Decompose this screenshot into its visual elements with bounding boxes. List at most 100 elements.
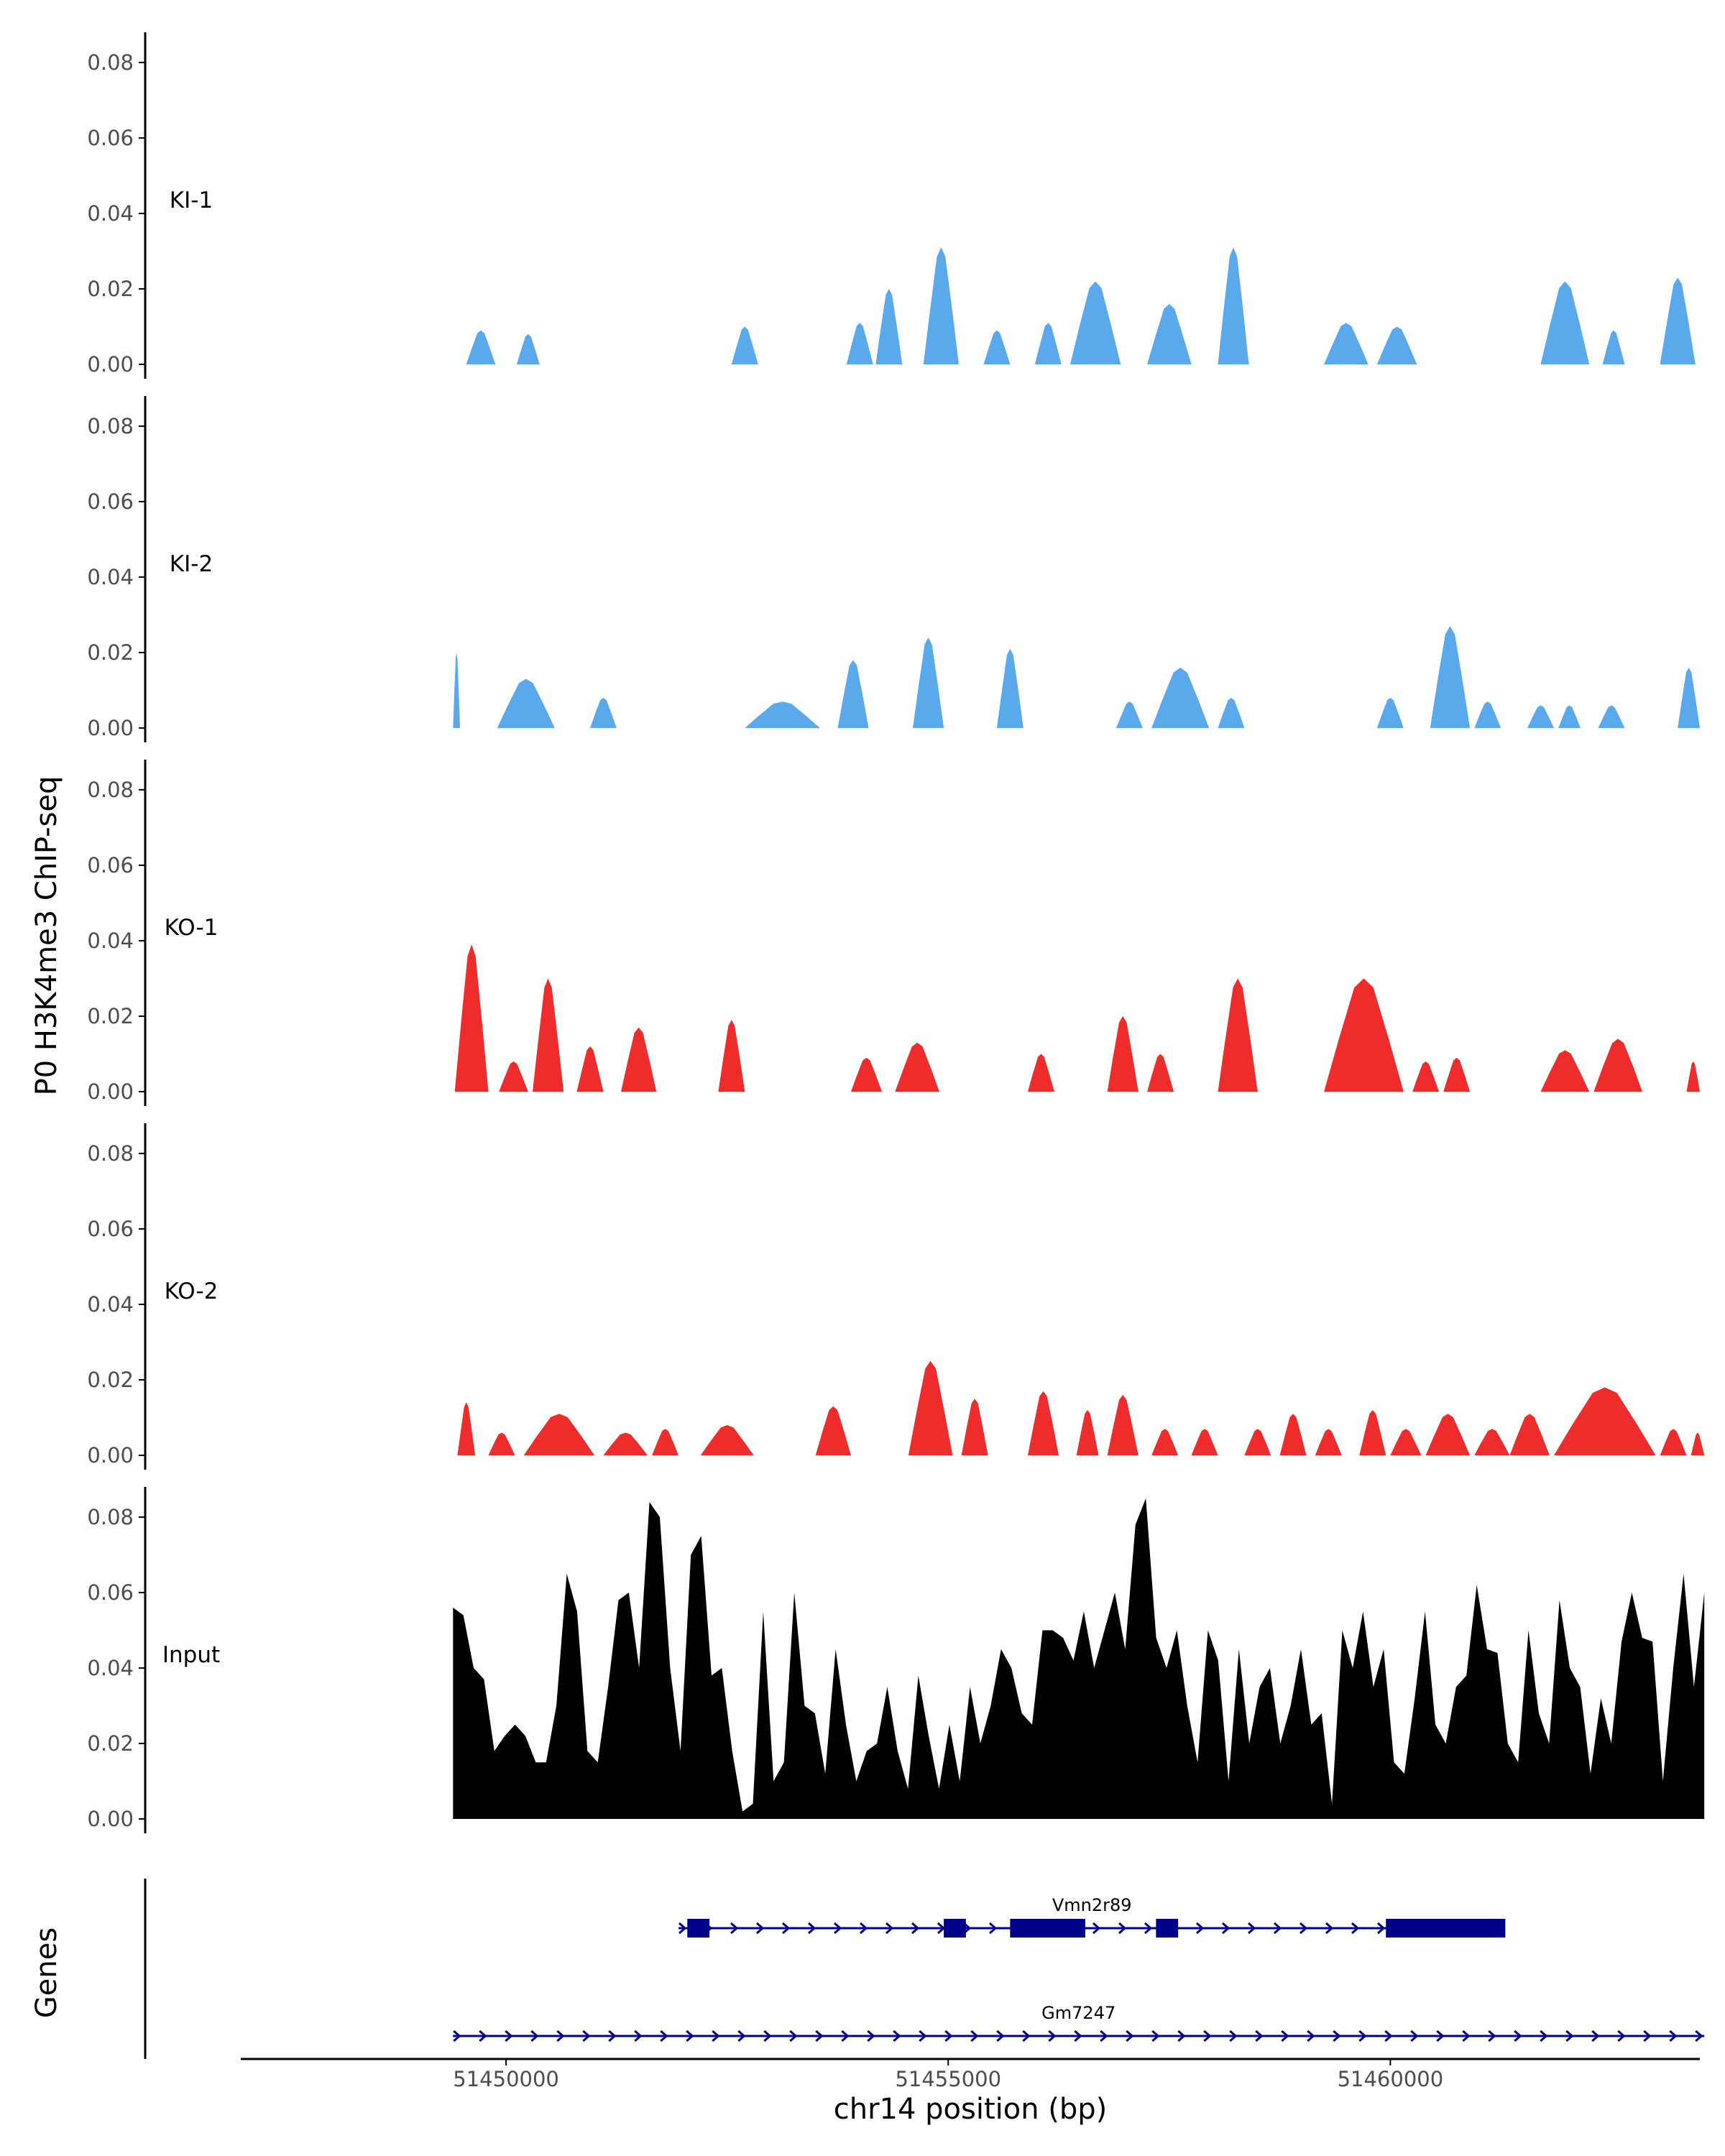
strand-arrow bbox=[1092, 1922, 1101, 1935]
coverage-peak bbox=[576, 1046, 604, 1092]
coverage-peak bbox=[1474, 1429, 1510, 1455]
strand-arrow bbox=[815, 2030, 824, 2042]
strand-arrow bbox=[712, 2030, 720, 2042]
strand-arrow bbox=[686, 2030, 694, 2042]
x-axis-title: chr14 position (bp) bbox=[834, 2093, 1108, 2126]
strand-arrow bbox=[530, 2030, 539, 2042]
strand-arrow bbox=[808, 1922, 816, 1935]
strand-arrow bbox=[479, 2030, 487, 2042]
coverage-peak bbox=[731, 326, 758, 364]
strand-arrow bbox=[1074, 2030, 1082, 2042]
coverage-peak bbox=[1593, 1038, 1642, 1092]
coverage-peak bbox=[1598, 705, 1625, 728]
coverage-peak bbox=[908, 1360, 953, 1455]
coverage-peak bbox=[1509, 1414, 1550, 1455]
coverage-peak bbox=[875, 289, 903, 364]
coverage-peak bbox=[1443, 1057, 1471, 1092]
strand-arrow bbox=[1274, 1922, 1282, 1935]
coverage-peak bbox=[1660, 277, 1696, 364]
strand-arrow bbox=[660, 2030, 668, 2042]
y-tick-label: 0.02 bbox=[87, 1368, 134, 1392]
track-input: 0.00 0.02 0.04 0.06 0.08 Input bbox=[87, 1487, 1705, 1833]
y-tick-label: 0.00 bbox=[87, 1807, 134, 1831]
strand-arrow bbox=[1255, 2030, 1264, 2042]
coverage-peak bbox=[1686, 1061, 1700, 1092]
strand-arrow bbox=[1358, 2030, 1367, 2042]
y-tick-label: 0.04 bbox=[87, 565, 134, 589]
coverage-peak bbox=[1430, 626, 1471, 728]
coverage-peak bbox=[1279, 1414, 1307, 1455]
coverage-peak bbox=[488, 1432, 515, 1455]
coverage-peak bbox=[1218, 698, 1245, 728]
y-tick-label: 0.04 bbox=[87, 929, 134, 953]
strand-arrow bbox=[1126, 2030, 1134, 2042]
coverage-peak bbox=[1390, 1429, 1422, 1455]
coverage-peak bbox=[1244, 1429, 1271, 1455]
coverage-peak bbox=[1116, 701, 1143, 728]
coverage-peak bbox=[1554, 1387, 1656, 1455]
strand-arrow bbox=[1351, 1922, 1360, 1935]
strand-arrow bbox=[1514, 2030, 1522, 2042]
coverage-peak bbox=[1474, 701, 1501, 728]
y-tick-label: 0.06 bbox=[87, 1217, 134, 1241]
strand-arrow bbox=[886, 1922, 894, 1935]
gene-exon bbox=[1156, 1919, 1179, 1938]
coverage-peak bbox=[499, 1061, 528, 1092]
y-tick-label: 0.02 bbox=[87, 1731, 134, 1756]
strand-arrow bbox=[1325, 1922, 1334, 1935]
y-tick-label: 0.08 bbox=[87, 1141, 134, 1166]
y-tick-label: 0.00 bbox=[87, 716, 134, 740]
strand-arrow bbox=[763, 2030, 772, 2042]
strand-arrow bbox=[944, 2030, 953, 2042]
coverage-peak bbox=[1315, 1429, 1342, 1455]
coverage-peak bbox=[1412, 1061, 1440, 1092]
sample-label: KI-1 bbox=[170, 188, 213, 213]
y-tick-label: 0.06 bbox=[87, 1580, 134, 1605]
coverage-peak bbox=[718, 1020, 745, 1092]
coverage-peak bbox=[1376, 698, 1404, 728]
strand-arrow bbox=[919, 2030, 927, 2042]
strand-arrow bbox=[1300, 1922, 1308, 1935]
strand-arrow bbox=[1229, 2030, 1238, 2042]
coverage-peak bbox=[1151, 668, 1210, 728]
strand-arrow bbox=[1669, 2030, 1678, 2042]
strand-arrow bbox=[1177, 2030, 1186, 2042]
strand-arrow bbox=[1436, 2030, 1445, 2042]
y-tick-label: 0.08 bbox=[87, 1505, 134, 1529]
gene-exon bbox=[687, 1919, 710, 1938]
coverage-peak bbox=[652, 1429, 678, 1455]
coverage-peak bbox=[1324, 978, 1404, 1092]
coverage-peak bbox=[961, 1399, 988, 1455]
strand-arrow bbox=[970, 2030, 979, 2042]
coverage-peak bbox=[1678, 668, 1700, 728]
coverage-peak bbox=[1527, 705, 1554, 728]
coverage-peak bbox=[745, 701, 820, 728]
genes-axis-title: Genes bbox=[30, 1927, 63, 2018]
input-coverage-area bbox=[453, 1498, 1705, 1819]
strand-arrow bbox=[453, 2030, 461, 2042]
y-tick-label: 0.04 bbox=[87, 1656, 134, 1680]
strand-arrow bbox=[1695, 2030, 1703, 2042]
y-tick-label: 0.00 bbox=[87, 352, 134, 377]
coverage-peak bbox=[850, 1057, 882, 1092]
coverage-peak bbox=[523, 1414, 595, 1455]
strand-arrow bbox=[1643, 2030, 1652, 2042]
coverage-peak bbox=[846, 323, 873, 364]
strand-arrow bbox=[1410, 2030, 1419, 2042]
coverage-peak bbox=[1070, 281, 1121, 364]
y-tick-label: 0.08 bbox=[87, 414, 134, 438]
strand-arrow bbox=[1307, 2030, 1315, 2042]
gene-exon bbox=[1386, 1919, 1506, 1938]
coverage-peak bbox=[1107, 1016, 1138, 1092]
coverage-peak bbox=[923, 247, 959, 364]
coverage-peak bbox=[590, 698, 617, 728]
strand-arrow bbox=[834, 1922, 842, 1935]
coverage-peak bbox=[1376, 326, 1417, 364]
coverage-peak bbox=[603, 1432, 648, 1455]
strand-arrow bbox=[1384, 2030, 1393, 2042]
y-tick-label: 0.04 bbox=[87, 1292, 134, 1317]
strand-arrow bbox=[634, 2030, 643, 2042]
sample-label: KO-1 bbox=[165, 915, 218, 941]
strand-arrow bbox=[911, 1922, 920, 1935]
